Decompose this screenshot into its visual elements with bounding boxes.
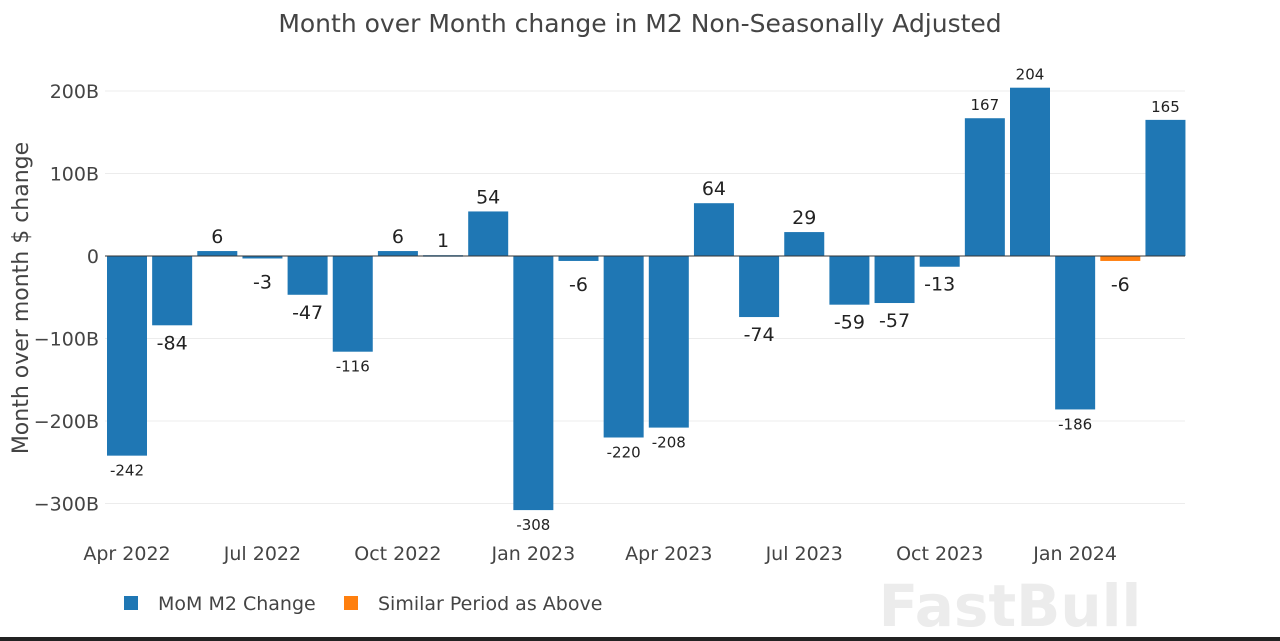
bar	[648, 256, 689, 428]
data-label: 6	[392, 226, 404, 248]
legend: MoM M2 Change Similar Period as Above	[124, 593, 602, 615]
data-label: 167	[971, 96, 1000, 114]
bar	[107, 256, 147, 456]
data-label: -47	[292, 302, 323, 324]
y-tick-label: −300B	[34, 494, 99, 516]
data-label: 204	[1016, 66, 1045, 84]
x-tick-label: Oct 2022	[354, 543, 441, 565]
legend-swatch-similar	[344, 596, 358, 610]
chart-title: Month over Month change in M2 Non-Season…	[278, 9, 1001, 38]
data-label: -208	[652, 434, 686, 452]
bar	[1055, 256, 1096, 410]
y-tick-label: −200B	[34, 411, 99, 433]
y-tick-label: −100B	[34, 329, 99, 351]
y-axis-label: Month over month $ change	[9, 142, 34, 454]
gridlines	[105, 90, 1185, 504]
bar	[919, 256, 960, 267]
bar	[332, 256, 373, 352]
legend-swatch-mom	[124, 596, 138, 610]
data-label: -116	[336, 358, 370, 376]
x-tick-label: Apr 2023	[625, 543, 712, 565]
data-labels: -242 -84 6 -3 -47 -116 6 1 54 -308 -6 -220 -208 64 -74…	[110, 66, 1180, 534]
bar	[377, 251, 418, 256]
bar	[693, 203, 734, 256]
y-tick-label: 200B	[50, 81, 99, 103]
bar	[603, 256, 644, 438]
data-label: -59	[834, 312, 865, 334]
data-label: -186	[1058, 415, 1092, 433]
data-label: -6	[569, 274, 588, 296]
legend-label-similar[interactable]: Similar Period as Above	[378, 593, 602, 615]
x-tick-label: Oct 2023	[896, 543, 983, 565]
bars	[107, 87, 1186, 511]
bar	[964, 118, 1005, 256]
data-label: -57	[879, 310, 910, 332]
x-tick-label: Apr 2022	[83, 543, 170, 565]
data-label: 54	[476, 186, 500, 208]
bar	[242, 256, 283, 259]
data-label: -13	[924, 274, 955, 296]
x-tick-labels: Apr 2022 Jul 2022 Oct 2022 Jan 2023 Apr 2023…	[83, 543, 1117, 565]
y-tick-label: 0	[87, 246, 99, 268]
x-tick-label: Jan 2024	[1032, 543, 1117, 565]
data-label: -242	[110, 462, 144, 480]
x-tick-label: Jul 2022	[223, 543, 301, 565]
bar	[513, 256, 554, 511]
bottom-border	[0, 637, 1280, 641]
data-label: -6	[1111, 274, 1130, 296]
bar	[829, 256, 870, 305]
data-label: 165	[1151, 98, 1180, 116]
data-label: 64	[702, 178, 726, 200]
bar	[152, 256, 193, 326]
x-tick-label: Jul 2023	[765, 543, 843, 565]
data-label: -220	[607, 444, 641, 462]
data-label: 1	[437, 230, 449, 252]
data-label: -3	[253, 271, 272, 293]
bar	[287, 256, 328, 295]
data-label: -74	[744, 324, 775, 346]
bar	[784, 232, 825, 256]
data-label: -308	[516, 516, 550, 534]
bar	[197, 251, 238, 256]
data-label: 6	[211, 226, 223, 248]
bar	[1145, 119, 1186, 256]
data-label: -84	[157, 332, 188, 354]
y-tick-label: 100B	[50, 164, 99, 186]
y-tick-labels: 200B 100B 0 −100B −200B −300B	[34, 81, 99, 516]
x-tick-label: Jan 2023	[491, 543, 576, 565]
data-label: 29	[792, 207, 816, 229]
bar	[558, 256, 599, 261]
bar	[1010, 87, 1050, 256]
bar	[468, 211, 509, 256]
bar	[739, 256, 780, 318]
legend-label-mom[interactable]: MoM M2 Change	[158, 593, 316, 615]
watermark: FastBull	[879, 572, 1142, 640]
bar	[874, 256, 915, 304]
bar	[1100, 256, 1141, 261]
